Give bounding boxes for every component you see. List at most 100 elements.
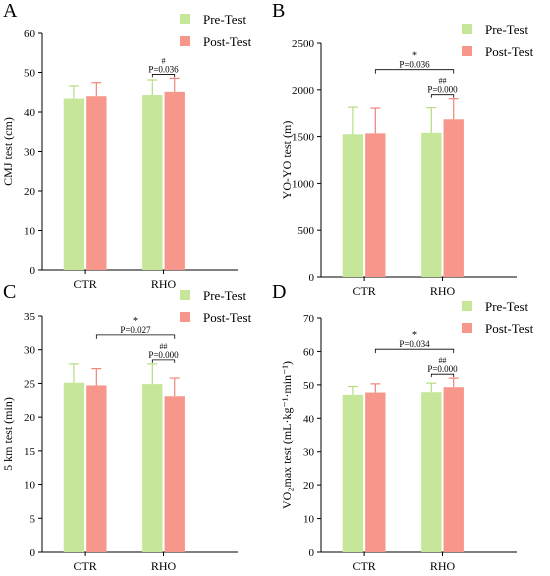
y-tick-label: 30	[303, 447, 315, 459]
y-tick-label: 0	[309, 272, 315, 284]
panel-letter: B	[272, 0, 285, 22]
legend-label-pre: Pre-Test	[485, 22, 529, 37]
p-value-label: P=0.000	[427, 85, 458, 95]
y-tick-label: 20	[24, 186, 36, 198]
y-tick-label: 0	[30, 265, 36, 277]
p-value-label: P=0.034	[399, 339, 430, 349]
pre-test-bar-rho	[142, 384, 163, 552]
significance-bracket	[95, 334, 176, 339]
y-tick-label: 500	[298, 225, 315, 237]
significance-marker: *	[412, 51, 417, 62]
significance-marker: ##	[160, 342, 168, 351]
significance-bracket	[374, 69, 455, 74]
legend-label-post: Post-Test	[485, 321, 534, 336]
panel-letter: C	[3, 281, 16, 303]
pre-test-bar-ctr	[63, 98, 85, 270]
y-tick-label: 35	[24, 311, 36, 323]
pre-test-bar-ctr	[342, 394, 364, 552]
legend-label-post: Post-Test	[485, 44, 534, 59]
p-value-label: P=0.027	[120, 325, 151, 335]
p-value-label: P=0.036	[399, 60, 430, 70]
y-tick-label: 25	[24, 378, 36, 390]
x-tick-label: RHO	[151, 559, 177, 571]
y-tick-label: 10	[24, 480, 36, 492]
y-tick-label: 2500	[292, 38, 315, 50]
pre-test-bar-ctr	[63, 382, 85, 552]
y-tick-label: 10	[303, 514, 315, 526]
y-tick-label: 10	[24, 226, 36, 238]
pre-test-bar-rho	[142, 95, 163, 270]
p-value-label: P=0.000	[427, 364, 458, 374]
x-tick-label: RHO	[151, 277, 177, 291]
y-tick-label: 2000	[292, 85, 315, 97]
y-tick-label: 60	[303, 346, 315, 358]
significance-marker: ##	[439, 356, 447, 365]
x-tick-label: CTR	[352, 559, 375, 571]
y-tick-label: 20	[303, 480, 315, 492]
legend-label-pre: Pre-Test	[203, 288, 247, 303]
y-tick-label: 60	[24, 28, 36, 40]
y-tick-label: 20	[24, 412, 36, 424]
significance-bracket	[374, 348, 455, 354]
y-tick-label: 0	[309, 547, 315, 559]
y-axis-label: YO-YO test (m)	[280, 121, 294, 200]
significance-bracket	[430, 373, 455, 378]
legend-swatch-post	[180, 36, 190, 46]
y-axis-label: VO₂max test (mL·kg⁻¹·min⁻¹)	[280, 361, 294, 509]
significance-marker: #	[162, 56, 166, 65]
y-tick-label: 5	[30, 513, 36, 525]
y-tick-label: 40	[24, 107, 36, 119]
panel-a: A CMJ test (cm) 0 10 20 30 40 50 60 CTR RHO Pre-Tes…	[1, 0, 252, 291]
pre-test-bar-rho	[421, 132, 442, 277]
post-test-bar-ctr	[86, 385, 107, 552]
post-test-bar-ctr	[365, 392, 386, 552]
legend-swatch-post	[462, 46, 472, 56]
y-tick-label: 70	[303, 313, 315, 325]
post-test-bar-rho	[164, 91, 185, 270]
legend-swatch-post	[462, 323, 472, 333]
post-test-bar-rho	[443, 119, 464, 277]
p-value-label: P=0.000	[148, 350, 179, 360]
significance-marker: ##	[439, 77, 447, 86]
p-value-label: P=0.036	[148, 64, 179, 74]
x-tick-label: CTR	[73, 277, 96, 291]
legend-label-post: Post-Test	[203, 310, 252, 325]
y-tick-label: 30	[24, 147, 36, 159]
post-test-bar-ctr	[365, 133, 386, 277]
y-tick-label: 1500	[292, 132, 315, 144]
y-tick-label: 30	[24, 345, 36, 357]
legend-swatch-pre	[462, 24, 472, 34]
x-tick-label: CTR	[73, 559, 96, 571]
x-tick-label: CTR	[352, 284, 375, 298]
significance-marker: *	[412, 330, 417, 341]
panel-letter: D	[272, 281, 286, 303]
post-test-bar-ctr	[86, 96, 107, 270]
significance-bracket	[430, 94, 455, 98]
legend-label-post: Post-Test	[203, 34, 252, 49]
post-test-bar-rho	[443, 387, 464, 552]
post-test-bar-rho	[164, 396, 185, 552]
pre-test-bar-rho	[421, 392, 442, 552]
legend-swatch-pre	[180, 14, 190, 24]
panel-letter: A	[3, 0, 18, 22]
legend-label-pre: Pre-Test	[485, 299, 529, 314]
x-tick-label: RHO	[430, 559, 456, 571]
panel-b: B YO-YO test (m) 0 500 1000 1500 2000 2500 CTR RH…	[272, 0, 534, 298]
panel-d: D VO₂max test (mL·kg⁻¹·min⁻¹) 0 10 20 30 40 50 6…	[272, 281, 534, 573]
panel-c: C 5 km test (min) 0 5 10 15 20 25 30 35 CTR RHO Pre-…	[1, 281, 252, 573]
x-tick-label: RHO	[430, 284, 456, 298]
pre-test-bar-ctr	[342, 134, 364, 277]
legend-swatch-pre	[180, 290, 190, 300]
y-tick-label: 40	[303, 413, 315, 425]
y-axis-label: 5 km test (min)	[1, 397, 15, 471]
y-tick-label: 50	[303, 380, 315, 392]
significance-bracket	[151, 74, 176, 78]
legend-swatch-post	[180, 312, 190, 322]
y-tick-label: 0	[30, 547, 36, 559]
legend-swatch-pre	[462, 301, 472, 311]
legend-label-pre: Pre-Test	[203, 12, 247, 27]
y-axis-label: CMJ test (cm)	[1, 117, 15, 186]
y-tick-label: 1000	[292, 178, 315, 190]
